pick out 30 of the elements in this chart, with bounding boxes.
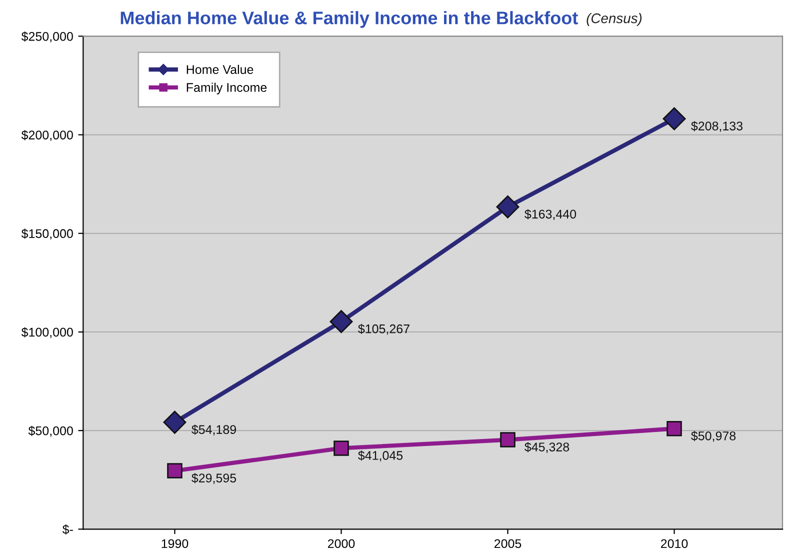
data-label: $54,189 bbox=[192, 424, 236, 436]
point bbox=[167, 463, 182, 478]
y-tick-label: $100,000 bbox=[21, 327, 73, 338]
point bbox=[330, 310, 353, 334]
y-tick-label: $150,000 bbox=[21, 228, 73, 240]
x-tick-label: 2005 bbox=[494, 539, 522, 548]
data-label: $41,045 bbox=[358, 450, 403, 462]
data-label: $208,133 bbox=[691, 121, 743, 132]
chart-subtitle: (Census) bbox=[586, 13, 642, 26]
x-tick-label: 1990 bbox=[162, 539, 188, 548]
data-label: $29,595 bbox=[192, 473, 236, 484]
x-tick-label: 2010 bbox=[660, 539, 688, 548]
data-label: $45,328 bbox=[524, 442, 570, 453]
y-tick-label: $- bbox=[62, 524, 73, 535]
y-tick-label: $200,000 bbox=[21, 130, 73, 141]
point bbox=[662, 107, 686, 130]
y-tick-label: $250,000 bbox=[21, 31, 73, 42]
point bbox=[334, 440, 349, 456]
data-label: $163,440 bbox=[524, 209, 576, 220]
point bbox=[666, 420, 682, 436]
data-label: $105,267 bbox=[358, 324, 410, 335]
point bbox=[496, 195, 520, 218]
x-tick-label: 2000 bbox=[328, 539, 355, 548]
legend-label: Family Income bbox=[186, 82, 267, 94]
point bbox=[500, 432, 516, 448]
legend-label: Home Value bbox=[186, 64, 254, 74]
point bbox=[163, 410, 186, 434]
y-tick-label: $50,000 bbox=[28, 426, 73, 437]
data-label: $50,978 bbox=[691, 430, 736, 442]
chart-title: Median Home Value & Family Income in the Blackfoot bbox=[120, 11, 578, 28]
